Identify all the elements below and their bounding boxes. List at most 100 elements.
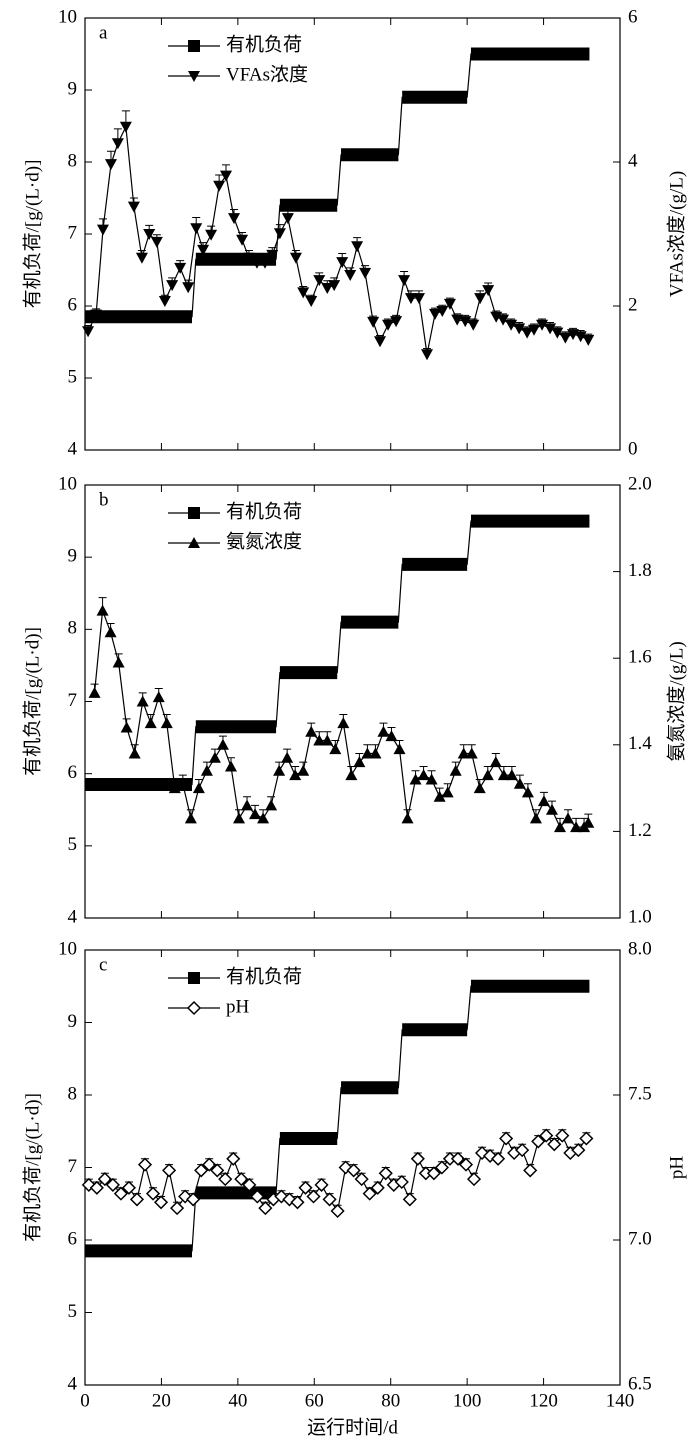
- marker: [551, 327, 564, 339]
- y-tick-label: 5: [68, 366, 78, 387]
- marker: [224, 760, 237, 772]
- marker: [281, 751, 294, 763]
- y-tick-label: 5: [68, 834, 78, 855]
- marker: [505, 769, 518, 781]
- marker: [505, 319, 518, 331]
- marker: [170, 1201, 185, 1216]
- marker: [313, 275, 326, 287]
- marker: [136, 695, 149, 707]
- marker: [515, 1143, 530, 1158]
- y2-axis-label: VFAs浓度/(g/L): [665, 171, 687, 297]
- marker: [166, 280, 179, 292]
- y2-tick-label: 0: [628, 438, 638, 459]
- marker: [410, 1151, 425, 1166]
- y-tick-label: 7: [68, 222, 78, 243]
- legend-label: 有机负荷: [226, 500, 302, 522]
- marker: [90, 309, 103, 321]
- marker: [467, 319, 480, 331]
- marker: [499, 1131, 514, 1146]
- marker: [562, 812, 575, 824]
- marker: [528, 324, 541, 336]
- marker: [536, 319, 549, 331]
- marker: [174, 262, 187, 274]
- marker: [417, 769, 430, 781]
- marker: [402, 1192, 417, 1207]
- marker: [218, 1172, 233, 1187]
- y-tick-label: 6: [68, 1228, 78, 1249]
- marker: [354, 1172, 369, 1187]
- marker: [457, 747, 470, 759]
- marker: [574, 331, 587, 343]
- marker: [220, 170, 233, 182]
- marker: [545, 803, 558, 815]
- marker: [523, 1163, 538, 1178]
- y-tick-label: 7: [68, 690, 78, 711]
- marker: [184, 812, 197, 824]
- marker: [313, 734, 326, 746]
- marker: [144, 717, 157, 729]
- marker: [241, 799, 254, 811]
- marker: [321, 734, 334, 746]
- marker: [121, 1180, 137, 1195]
- marker: [465, 747, 478, 759]
- marker: [426, 1166, 441, 1181]
- marker: [390, 316, 403, 328]
- marker: [265, 799, 278, 811]
- marker: [429, 308, 442, 320]
- legend-label: 氨氮浓度: [226, 530, 302, 552]
- marker: [257, 812, 270, 824]
- marker: [297, 764, 310, 776]
- marker: [120, 721, 133, 733]
- marker: [242, 1177, 257, 1192]
- marker: [113, 1186, 128, 1201]
- marker: [482, 285, 495, 297]
- y2-tick-label: 1.6: [628, 647, 652, 668]
- marker: [210, 1163, 225, 1178]
- y2-tick-label: 6: [628, 6, 638, 27]
- marker: [579, 1131, 594, 1146]
- marker: [129, 1192, 145, 1207]
- marker: [273, 228, 286, 240]
- marker: [401, 812, 414, 824]
- marker: [434, 1160, 449, 1175]
- marker: [345, 769, 358, 781]
- marker: [490, 311, 503, 323]
- y2-tick-label: 2.0: [628, 473, 652, 494]
- legend-marker: [188, 71, 200, 82]
- series-line: [93, 610, 589, 829]
- marker: [361, 747, 374, 759]
- marker: [128, 747, 141, 759]
- marker: [559, 332, 572, 344]
- y2-tick-label: 2: [628, 294, 638, 315]
- y-tick-label: 10: [58, 938, 77, 959]
- marker: [404, 293, 417, 305]
- marker: [250, 257, 263, 269]
- x-tick-label: 60: [305, 1390, 324, 1411]
- marker: [344, 270, 357, 282]
- marker: [353, 756, 366, 768]
- marker: [582, 334, 595, 346]
- legend-marker: [186, 1000, 202, 1016]
- marker: [88, 686, 101, 698]
- marker: [152, 691, 165, 703]
- marker: [489, 756, 502, 768]
- y-axis-label: 有机负荷/[g/(L·d)]: [21, 627, 43, 776]
- marker: [491, 1151, 506, 1166]
- marker: [297, 287, 310, 299]
- marker: [127, 201, 140, 213]
- marker: [105, 1177, 120, 1192]
- marker: [481, 769, 494, 781]
- marker: [398, 275, 411, 287]
- marker: [273, 764, 286, 776]
- legend-label: VFAs浓度: [226, 63, 308, 85]
- marker: [228, 213, 241, 225]
- marker: [234, 1172, 249, 1187]
- marker: [359, 267, 372, 279]
- marker: [450, 1151, 466, 1166]
- y2-axis-label: 氨氮浓度/(g/L): [665, 641, 687, 761]
- marker: [158, 295, 171, 307]
- marker: [458, 1157, 474, 1172]
- marker: [111, 138, 124, 150]
- x-tick-label: 0: [80, 1390, 90, 1411]
- marker: [544, 323, 557, 335]
